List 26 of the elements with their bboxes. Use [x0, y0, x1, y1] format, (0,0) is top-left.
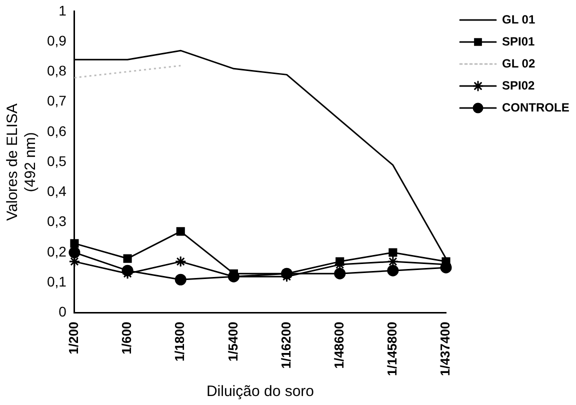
- x-tick-label: 1/5400: [225, 322, 240, 362]
- y-tick-label: 0: [58, 304, 67, 320]
- x-tick-label: 1/16200: [278, 322, 294, 369]
- legend-label: CONTROLE: [502, 100, 570, 114]
- y-tick-label: 1: [58, 2, 67, 18]
- y-tick-label: 0,3: [46, 213, 67, 230]
- y-tick-label: 0,5: [46, 152, 67, 169]
- legend-label: SPI01: [502, 34, 536, 48]
- x-tick-label: 1/600: [119, 322, 134, 354]
- legend-label: SPI02: [502, 78, 536, 92]
- y-tick-label: 0,2: [46, 243, 67, 260]
- y-axis-title: Valores de ELISA (492 nm): [4, 103, 40, 221]
- y-tick-label: 0,6: [46, 122, 67, 139]
- y-tick-label: 0,7: [46, 92, 67, 109]
- y-tick-label: 0,9: [46, 32, 67, 48]
- x-tick-label: 1/200: [66, 322, 82, 354]
- y-tick-label: 0,4: [46, 183, 67, 200]
- x-tick-label: 1/1800: [172, 322, 188, 362]
- y-tick-label: 0,8: [46, 62, 67, 79]
- x-tick-label: 1/145800: [384, 322, 400, 376]
- legend-label: GL 01: [502, 12, 536, 26]
- x-axis-title: Diluição do soro: [206, 383, 314, 400]
- legend-label: GL 02: [502, 56, 536, 70]
- y-tick-label: 0,1: [46, 274, 67, 290]
- x-tick-label: 1/437400: [438, 322, 453, 376]
- x-tick-label: 1/48600: [331, 322, 346, 369]
